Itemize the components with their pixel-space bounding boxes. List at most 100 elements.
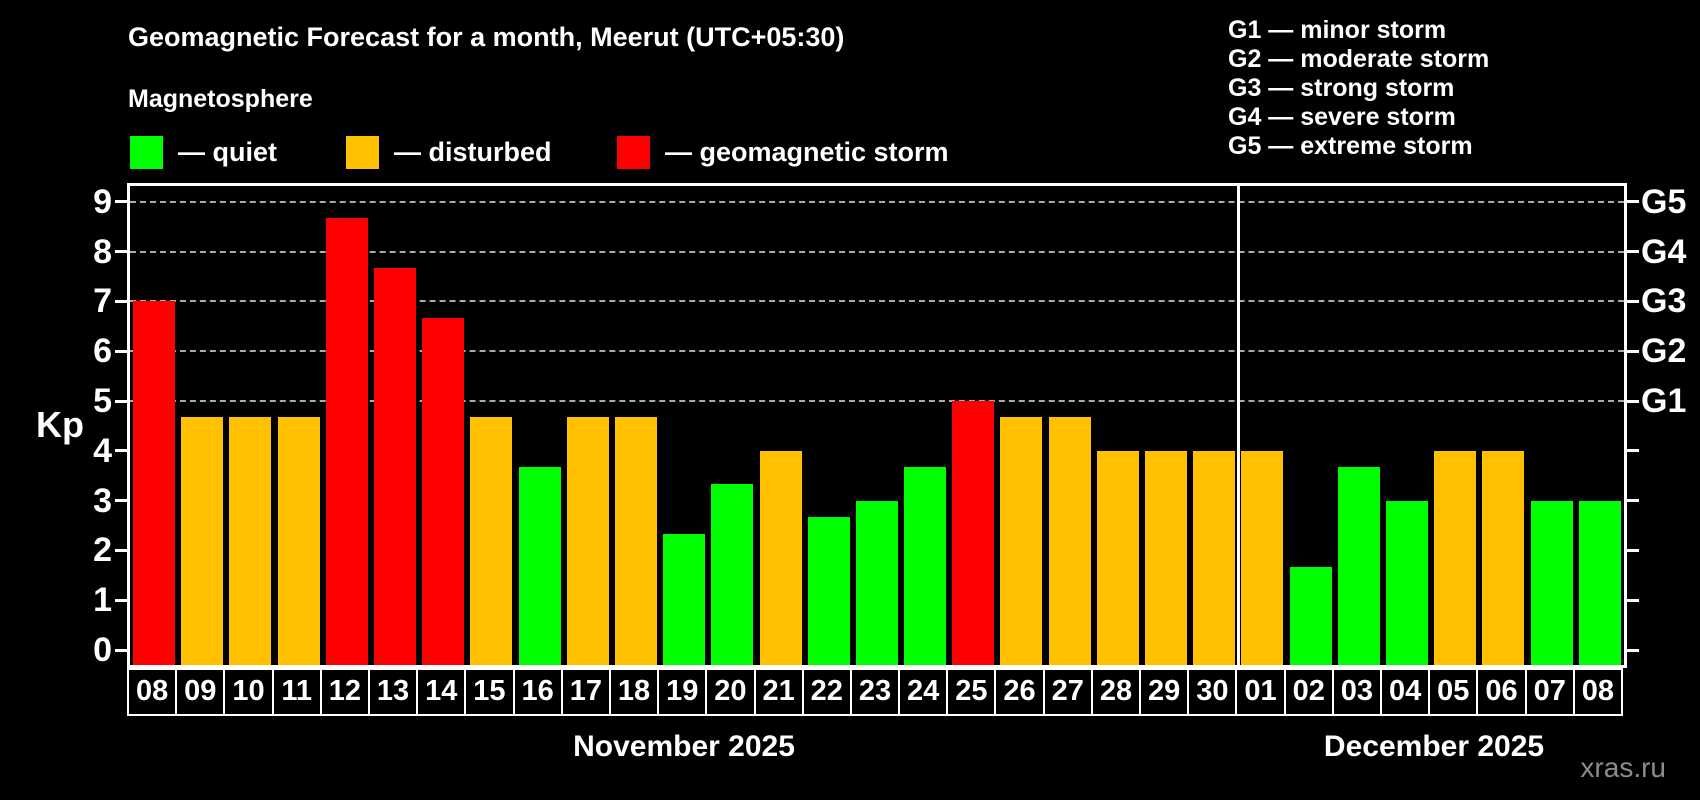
kp-bar-nov-11 (277, 417, 320, 665)
day-label-dec-02: 02 (1283, 668, 1334, 716)
kp-bar-nov-17 (566, 417, 609, 665)
y-tick-label-7: 7 (93, 282, 112, 321)
left-tick-kp4 (115, 449, 127, 453)
gridline-kp7 (130, 300, 1624, 303)
g4-legend-line: G4 — severe storm (1228, 103, 1456, 131)
day-label-nov-12: 12 (319, 668, 370, 716)
day-label-nov-08: 08 (127, 668, 178, 716)
kp-bar-dec-03 (1337, 467, 1380, 665)
kp-bar-nov-16 (518, 467, 561, 665)
g1-legend-line: G1 — minor storm (1228, 16, 1447, 44)
month-label-november: November 2025 (573, 730, 795, 763)
kp-bar-nov-28 (1096, 450, 1139, 665)
kp-bar-nov-22 (807, 517, 850, 665)
day-label-nov-13: 13 (367, 668, 419, 716)
kp-bar-dec-01 (1241, 450, 1284, 665)
left-tick-kp2 (115, 548, 127, 552)
left-tick-kp0 (115, 648, 127, 652)
day-label-nov-28: 28 (1090, 668, 1142, 716)
day-label-dec-04: 04 (1380, 668, 1431, 716)
right-tick-kp5 (1627, 399, 1639, 403)
right-tick-kp0 (1627, 648, 1639, 652)
day-label-nov-18: 18 (608, 668, 660, 716)
plot-frame (127, 183, 1627, 668)
kp-bar-nov-20 (711, 484, 754, 665)
right-tick-kp3 (1627, 499, 1639, 503)
left-tick-kp6 (115, 349, 127, 353)
left-tick-kp3 (115, 499, 127, 503)
day-label-dec-06: 06 (1476, 668, 1527, 716)
g-axis-label-g1: G1 (1641, 382, 1687, 420)
kp-bar-dec-06 (1482, 450, 1525, 665)
watermark: xras.ru (1580, 752, 1666, 783)
day-label-dec-01: 01 (1235, 668, 1286, 716)
g-scale-legend: G1 — minor storm G2 — moderate storm G3 … (1228, 16, 1489, 161)
left-tick-kp5 (115, 399, 127, 403)
g-axis-label-g2: G2 (1641, 332, 1687, 371)
chart-subtitle: Magnetosphere (128, 85, 313, 113)
day-label-nov-19: 19 (657, 668, 708, 716)
quiet-legend-label: — quiet (178, 136, 277, 167)
left-tick-kp8 (115, 250, 127, 254)
g3-legend-line: G3 — strong storm (1228, 74, 1455, 102)
legend-item-quiet: — quiet (130, 135, 277, 169)
kp-bar-nov-29 (1145, 450, 1188, 665)
day-label-dec-03: 03 (1331, 668, 1383, 716)
day-label-nov-23: 23 (849, 668, 901, 716)
left-tick-kp1 (115, 598, 127, 602)
y-tick-label-0: 0 (93, 631, 112, 669)
day-label-nov-16: 16 (512, 668, 563, 716)
kp-bar-nov-24 (904, 467, 947, 665)
legend-item-storm: — geomagnetic storm (617, 135, 949, 169)
kp-bar-nov-13 (373, 268, 416, 665)
y-tick-label-8: 8 (93, 232, 112, 271)
left-tick-kp9 (115, 200, 127, 204)
storm-legend-label: — geomagnetic storm (665, 136, 949, 167)
kp-bar-dec-05 (1434, 450, 1477, 665)
day-label-nov-20: 20 (705, 668, 756, 716)
kp-bar-nov-10 (229, 417, 272, 665)
kp-bar-dec-04 (1386, 500, 1429, 665)
g5-legend-line: G5 — extreme storm (1228, 132, 1473, 160)
left-tick-kp7 (115, 299, 127, 303)
legend-item-disturbed: — disturbed (346, 135, 552, 169)
y-tick-label-9: 9 (93, 182, 112, 221)
day-label-nov-29: 29 (1139, 668, 1190, 716)
day-label-nov-25: 25 (946, 668, 997, 716)
kp-bar-nov-18 (614, 417, 657, 665)
right-tick-kp1 (1627, 598, 1639, 602)
kp-bar-nov-14 (422, 317, 465, 665)
y-tick-label-6: 6 (93, 332, 112, 371)
day-label-nov-21: 21 (753, 668, 804, 716)
kp-bar-nov-12 (325, 218, 368, 665)
storm-color-swatch (617, 135, 650, 169)
kp-bar-nov-25 (952, 401, 995, 665)
g2-legend-line: G2 — moderate storm (1228, 45, 1490, 73)
day-label-nov-11: 11 (271, 668, 322, 716)
right-tick-kp2 (1627, 548, 1639, 552)
gridline-kp6 (130, 350, 1624, 353)
day-label-nov-22: 22 (801, 668, 852, 716)
g-axis-label-g3: G3 (1641, 282, 1687, 321)
gridline-kp5 (130, 400, 1624, 402)
day-axis-row: 08 09 10 11 12 13 14 15 16 17 18 19 20 21 22 23 24 25 26 27… (127, 668, 1630, 716)
kp-bar-nov-23 (855, 500, 898, 665)
quiet-color-swatch (130, 135, 163, 169)
disturbed-color-swatch (346, 135, 379, 169)
y-tick-label-5: 5 (93, 382, 112, 420)
kp-bar-nov-27 (1048, 417, 1091, 665)
kp-bar-nov-09 (181, 417, 224, 665)
chart-title: Geomagnetic Forecast for a month, Meerut… (128, 22, 845, 52)
kp-bar-dec-02 (1289, 566, 1332, 665)
kp-bar-nov-15 (470, 417, 513, 665)
kp-bar-nov-26 (1000, 417, 1043, 665)
day-label-dec-05: 05 (1428, 668, 1479, 716)
day-label-nov-27: 27 (1042, 668, 1093, 716)
disturbed-legend-label: — disturbed (394, 136, 552, 167)
day-label-nov-24: 24 (898, 668, 949, 716)
day-label-nov-09: 09 (175, 668, 226, 716)
month-label-december: December 2025 (1323, 730, 1545, 763)
y-axis-label: Kp (36, 404, 84, 445)
day-label-nov-14: 14 (416, 668, 467, 716)
